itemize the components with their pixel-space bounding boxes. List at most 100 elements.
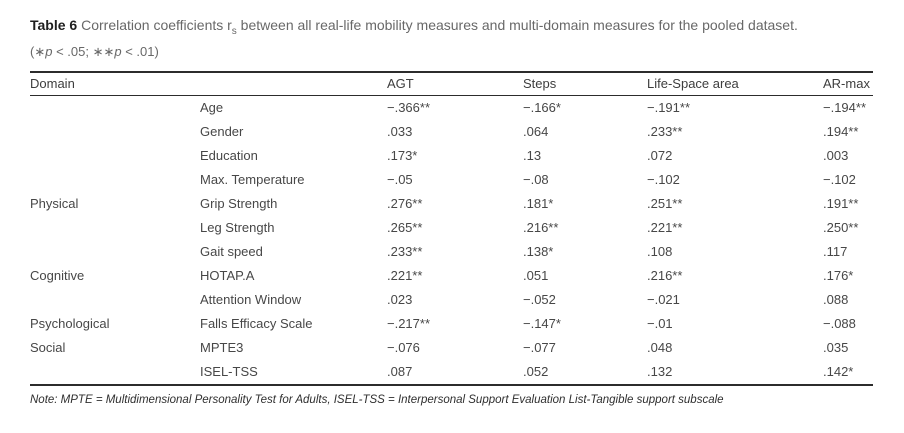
cell-agt: .173* — [387, 148, 418, 164]
cell-armax: −.088 — [823, 316, 856, 332]
sig-p1: p — [45, 43, 53, 59]
cell-domain — [30, 120, 200, 144]
cell-lifespace: −.01 — [647, 316, 673, 332]
cell-measure: HOTAP.A — [200, 268, 255, 284]
cell-domain: Cognitive — [30, 268, 85, 284]
cell-steps: .216** — [523, 220, 559, 236]
cell-armax: .035 — [823, 340, 849, 356]
cell-lifespace: −.021 — [647, 292, 680, 308]
cell-lifespace: .221** — [647, 220, 683, 236]
cell-domain — [30, 288, 200, 312]
cell-measure: Leg Strength — [200, 220, 275, 236]
cell-steps: −.077 — [523, 340, 556, 356]
cell-measure: Education — [200, 148, 258, 164]
cell-armax: .191** — [823, 196, 859, 212]
cell-steps: −.147* — [523, 316, 561, 332]
col-header-steps: Steps — [523, 70, 647, 96]
cell-domain — [30, 168, 200, 192]
cell-domain — [30, 240, 200, 264]
table-caption: Table 6 Correlation coefficients rs betw… — [30, 15, 873, 42]
cell-armax: .088 — [823, 292, 849, 308]
cell-measure: Gait speed — [200, 244, 263, 260]
table-row: Gender .033 .064 .233** .194** — [30, 120, 873, 144]
cell-steps: .13 — [523, 148, 542, 164]
table-number-label: Table 6 — [30, 17, 78, 33]
table-row: Education .173* .13 .072 .003 — [30, 144, 873, 168]
cell-domain — [30, 144, 200, 168]
cell-steps: .138* — [523, 244, 554, 260]
sig-mid: < .05; ∗∗ — [52, 43, 115, 59]
cell-measure: ISEL-TSS — [200, 359, 387, 386]
cell-measure: Gender — [200, 124, 244, 140]
table-row: Cognitive HOTAP.A .221** .051 .216** .17… — [30, 264, 873, 288]
cell-agt: .233** — [387, 244, 423, 260]
sig-open: (∗ — [30, 43, 46, 59]
col-header-measure — [200, 70, 387, 96]
cell-domain — [30, 216, 200, 240]
caption-subscript: s — [231, 25, 237, 37]
table-row: Physical Grip Strength .276** .181* .251… — [30, 192, 873, 216]
cell-steps: .052 — [523, 359, 647, 386]
table-row: Gait speed .233** .138* .108 .117 — [30, 240, 873, 264]
col-header-armax: AR-max — [823, 70, 873, 96]
cell-agt: .221** — [387, 268, 423, 284]
cell-steps: −.08 — [523, 172, 549, 188]
cell-measure: Grip Strength — [200, 196, 278, 212]
cell-agt: .087 — [387, 359, 523, 386]
cell-agt: .033 — [387, 124, 413, 140]
cell-agt: .265** — [387, 220, 423, 236]
cell-agt: −.217** — [387, 316, 431, 332]
table-row: Attention Window .023 −.052 −.021 .088 — [30, 288, 873, 312]
sig-close: < .01) — [121, 43, 159, 59]
cell-armax: .250** — [823, 220, 859, 236]
col-header-lifespace: Life-Space area — [647, 70, 823, 96]
cell-steps: −.052 — [523, 292, 556, 308]
cell-agt: .276** — [387, 196, 423, 212]
table-row: Leg Strength .265** .216** .221** .250** — [30, 216, 873, 240]
cell-agt: −.366** — [387, 100, 431, 116]
cell-steps: .051 — [523, 268, 549, 284]
cell-measure: Max. Temperature — [200, 172, 305, 188]
table-row: Max. Temperature −.05 −.08 −.102 −.102 — [30, 168, 873, 192]
cell-armax: .176* — [823, 268, 854, 284]
cell-lifespace: −.102 — [647, 172, 680, 188]
cell-measure: Age — [200, 100, 224, 116]
cell-domain: Physical — [30, 196, 79, 212]
cell-lifespace: .251** — [647, 196, 683, 212]
cell-lifespace: .132 — [647, 359, 823, 386]
table-header-row: Domain AGT Steps Life-Space area AR-max — [30, 70, 873, 96]
correlation-table: Domain AGT Steps Life-Space area AR-max … — [30, 70, 873, 386]
cell-steps: .064 — [523, 124, 549, 140]
cell-armax: −.102 — [823, 172, 856, 188]
col-header-agt: AGT — [387, 70, 523, 96]
cell-lifespace: .048 — [647, 340, 673, 356]
cell-lifespace: .216** — [647, 268, 683, 284]
cell-armax: .142* — [823, 359, 873, 386]
cell-lifespace: .072 — [647, 148, 673, 164]
cell-steps: −.166* — [523, 100, 561, 116]
cell-measure: Attention Window — [200, 292, 302, 308]
sig-p2: p — [114, 43, 122, 59]
table-row: ISEL-TSS .087 .052 .132 .142* — [30, 359, 873, 386]
cell-domain — [30, 95, 200, 120]
cell-lifespace: −.191** — [647, 100, 691, 116]
table-footnote: Note: MPTE = Multidimensional Personalit… — [30, 393, 724, 406]
cell-armax: .194** — [823, 124, 859, 140]
cell-steps: .181* — [523, 196, 554, 212]
cell-armax: −.194** — [823, 100, 867, 116]
table-row: Age −.366** −.166* −.191** −.194** — [30, 95, 873, 120]
cell-agt: −.05 — [387, 172, 413, 188]
cell-domain: Social — [30, 340, 66, 356]
cell-agt: −.076 — [387, 340, 420, 356]
table-row: Psychological Falls Efficacy Scale −.217… — [30, 312, 873, 336]
cell-measure: MPTE3 — [200, 340, 244, 356]
caption-text: Correlation coefficients r — [77, 17, 232, 33]
cell-lifespace: .108 — [647, 244, 673, 260]
cell-lifespace: .233** — [647, 124, 683, 140]
table-row: Social MPTE3 −.076 −.077 .048 .035 — [30, 336, 873, 360]
document-page: Table 6 Correlation coefficients rs betw… — [30, 15, 873, 406]
cell-measure: Falls Efficacy Scale — [200, 316, 313, 332]
col-header-domain: Domain — [30, 70, 200, 96]
cell-armax: .117 — [823, 244, 848, 260]
